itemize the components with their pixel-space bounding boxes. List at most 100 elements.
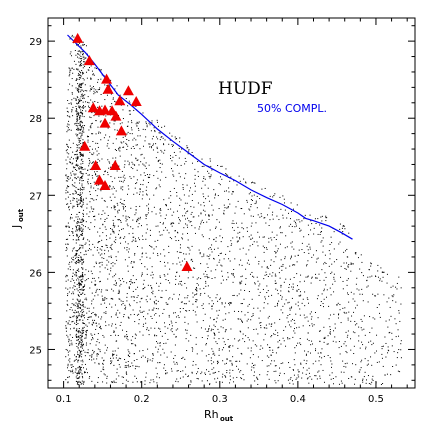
background-point bbox=[358, 371, 360, 373]
background-point bbox=[264, 333, 266, 335]
background-point bbox=[108, 324, 110, 326]
background-point bbox=[75, 302, 77, 304]
background-point bbox=[179, 307, 181, 309]
background-point bbox=[346, 262, 348, 264]
background-point bbox=[251, 271, 253, 273]
background-point bbox=[72, 207, 74, 209]
background-point bbox=[125, 142, 127, 144]
background-point bbox=[189, 221, 191, 223]
background-point bbox=[82, 330, 84, 332]
background-point bbox=[239, 231, 241, 233]
background-point bbox=[279, 318, 281, 320]
background-point bbox=[71, 109, 73, 111]
background-point bbox=[153, 194, 155, 196]
background-point bbox=[126, 296, 128, 298]
background-point bbox=[82, 239, 84, 240]
background-point bbox=[316, 277, 318, 279]
background-point bbox=[79, 283, 81, 285]
background-point bbox=[80, 258, 82, 260]
background-point bbox=[115, 312, 117, 314]
background-point bbox=[80, 305, 82, 307]
background-point bbox=[171, 238, 173, 240]
background-point bbox=[344, 341, 346, 343]
background-point bbox=[73, 304, 75, 306]
background-point bbox=[211, 368, 213, 370]
background-point bbox=[154, 129, 156, 131]
background-point bbox=[345, 250, 347, 252]
background-point bbox=[132, 219, 134, 221]
background-point bbox=[96, 325, 98, 327]
background-point bbox=[118, 298, 120, 300]
background-point bbox=[77, 269, 79, 271]
background-point bbox=[126, 300, 128, 302]
background-point bbox=[82, 199, 84, 201]
background-point bbox=[367, 285, 369, 287]
background-point bbox=[245, 182, 247, 184]
background-point bbox=[178, 222, 180, 224]
background-point bbox=[83, 311, 85, 313]
background-point bbox=[391, 345, 393, 347]
background-point bbox=[99, 281, 101, 283]
background-point bbox=[284, 247, 286, 249]
background-point bbox=[383, 294, 385, 296]
background-point bbox=[309, 313, 311, 315]
background-point bbox=[292, 283, 294, 285]
background-point bbox=[245, 268, 247, 270]
background-point bbox=[289, 309, 291, 311]
background-point bbox=[129, 305, 131, 307]
background-point bbox=[132, 275, 134, 277]
background-point bbox=[367, 360, 369, 362]
background-point bbox=[112, 219, 114, 221]
background-point bbox=[167, 262, 169, 264]
background-point bbox=[142, 334, 144, 336]
background-point bbox=[155, 367, 157, 369]
triangle-point bbox=[90, 160, 102, 170]
background-point bbox=[220, 165, 222, 167]
background-point bbox=[219, 298, 221, 300]
background-point bbox=[126, 365, 128, 367]
background-point bbox=[143, 288, 145, 290]
background-point bbox=[96, 175, 98, 177]
background-point bbox=[211, 244, 213, 246]
background-point bbox=[105, 228, 107, 230]
background-point bbox=[192, 296, 194, 298]
background-point bbox=[262, 245, 264, 247]
background-point bbox=[253, 329, 255, 330]
background-point bbox=[68, 207, 70, 209]
background-point bbox=[234, 338, 236, 340]
background-point bbox=[206, 276, 208, 278]
background-point bbox=[311, 223, 313, 225]
background-point bbox=[128, 233, 130, 235]
background-point bbox=[128, 188, 130, 190]
background-point bbox=[142, 288, 144, 290]
background-point bbox=[83, 289, 85, 291]
background-point bbox=[107, 143, 109, 145]
background-point bbox=[83, 286, 85, 288]
background-point bbox=[233, 276, 235, 278]
background-point bbox=[74, 190, 76, 192]
background-point bbox=[377, 270, 379, 272]
background-point bbox=[162, 137, 164, 139]
background-point bbox=[135, 206, 137, 208]
background-point bbox=[98, 252, 100, 254]
background-point bbox=[92, 254, 94, 256]
background-point bbox=[91, 334, 93, 336]
background-point bbox=[226, 372, 228, 374]
background-point bbox=[236, 236, 238, 238]
background-point bbox=[261, 266, 263, 268]
background-point bbox=[187, 226, 189, 228]
background-point bbox=[86, 90, 88, 92]
background-point bbox=[155, 299, 157, 301]
background-point bbox=[189, 249, 191, 251]
background-point bbox=[375, 295, 377, 297]
background-point bbox=[79, 147, 81, 149]
background-point bbox=[181, 260, 183, 262]
background-point bbox=[213, 318, 215, 320]
background-point bbox=[78, 86, 80, 88]
background-point bbox=[79, 140, 81, 142]
background-point bbox=[192, 276, 194, 278]
background-point bbox=[127, 355, 129, 357]
background-point bbox=[151, 147, 153, 149]
background-point bbox=[116, 202, 118, 204]
background-point bbox=[137, 226, 139, 228]
